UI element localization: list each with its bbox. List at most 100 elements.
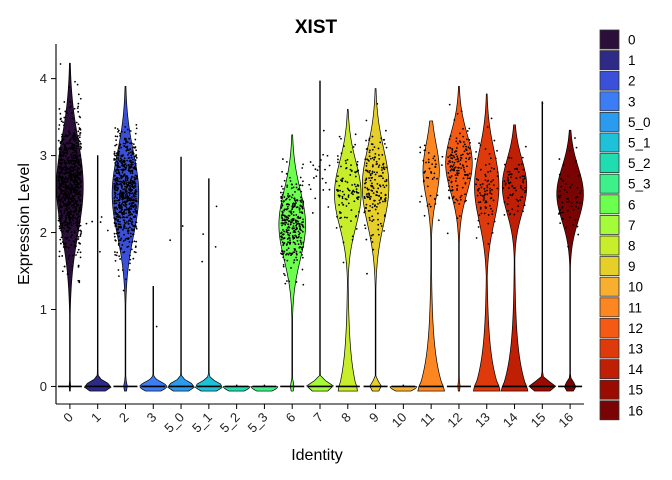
cell-point [298, 246, 301, 249]
cell-point [346, 187, 349, 190]
cell-point [462, 127, 464, 130]
cell-point [134, 193, 137, 195]
cell-point [59, 202, 62, 204]
cell-point [511, 208, 514, 211]
cell-point [283, 208, 286, 211]
violin-group-9 [361, 88, 390, 392]
cell-point [77, 182, 80, 184]
cell-point [368, 155, 371, 158]
cell-point [363, 197, 366, 199]
cell-point [118, 145, 121, 147]
legend-label: 5_0 [628, 115, 651, 130]
cell-point [577, 207, 580, 210]
cell-point [113, 221, 116, 224]
cell-point [60, 176, 63, 179]
cell-point [124, 189, 127, 192]
cell-point [292, 237, 295, 240]
cell-point [295, 250, 298, 253]
cell-point [73, 176, 76, 179]
cell-point [79, 173, 82, 176]
cell-point [60, 200, 62, 202]
cell-point [73, 230, 76, 233]
cell-point [127, 149, 130, 152]
cell-point [116, 166, 119, 169]
cell-point [121, 160, 124, 163]
cell-point [64, 216, 67, 219]
cell-point [477, 179, 480, 181]
cell-point [562, 179, 565, 182]
cell-point [295, 186, 298, 189]
cell-point [507, 196, 510, 199]
y-tick-label: 4 [40, 71, 47, 86]
cell-point [295, 213, 298, 216]
cell-point [428, 203, 431, 206]
cell-point [280, 214, 283, 217]
violin-5_3 [250, 384, 279, 392]
cell-point [73, 231, 76, 234]
cell-point [515, 167, 518, 170]
cell-point [124, 166, 126, 169]
cell-point [291, 234, 294, 237]
cell-point [58, 195, 61, 198]
cell-point [281, 197, 283, 199]
cell-point [292, 202, 294, 205]
cell-point [113, 151, 116, 153]
cell-point [457, 166, 460, 169]
cell-point [281, 202, 283, 205]
cell-point [134, 224, 137, 227]
cell-point [295, 281, 298, 283]
cell-point [119, 216, 122, 219]
legend-swatch [599, 194, 620, 215]
cell-point [134, 189, 137, 192]
cell-point [125, 221, 128, 223]
cell-point [281, 253, 284, 256]
violin-13 [472, 93, 501, 392]
cell-point [372, 248, 375, 251]
cell-point [290, 213, 293, 215]
violin-group-12 [445, 85, 473, 392]
cell-point [366, 148, 369, 150]
cell-point [134, 164, 137, 167]
cell-point [484, 148, 487, 150]
cell-point [456, 158, 459, 160]
cell-point [67, 198, 70, 201]
cell-point [69, 218, 71, 221]
cell-point [63, 161, 66, 164]
cell-point [65, 190, 68, 193]
cell-point [79, 194, 82, 197]
legend-swatch [599, 400, 620, 421]
cell-point [289, 221, 292, 224]
violin-group-5_0 [167, 156, 195, 392]
cell-point [377, 203, 379, 205]
cell-point [468, 139, 471, 141]
cell-point [369, 173, 372, 176]
cell-point [566, 175, 569, 177]
cell-point [283, 219, 286, 222]
cell-point [124, 168, 127, 171]
cell-point [326, 154, 329, 157]
x-tick-label: 8 [338, 410, 354, 426]
cell-point [77, 238, 80, 240]
cell-point [368, 219, 371, 222]
cell-point [64, 154, 67, 157]
cell-point [77, 216, 79, 219]
cell-point [558, 158, 561, 160]
cell-point [57, 128, 60, 130]
cell-point [296, 259, 298, 261]
cell-point [135, 227, 138, 230]
cell-point [433, 155, 436, 158]
cell-point [122, 175, 125, 177]
cell-point [474, 158, 477, 160]
cell-point [295, 206, 298, 209]
cell-point [289, 242, 291, 245]
cell-point [561, 206, 563, 209]
cell-point [449, 166, 452, 168]
cell-point [489, 170, 492, 173]
cell-point [507, 187, 510, 189]
cell-point [301, 205, 303, 208]
cell-point [116, 193, 119, 196]
cell-point [127, 199, 130, 202]
cell-point [365, 119, 368, 122]
cell-point [371, 148, 374, 151]
